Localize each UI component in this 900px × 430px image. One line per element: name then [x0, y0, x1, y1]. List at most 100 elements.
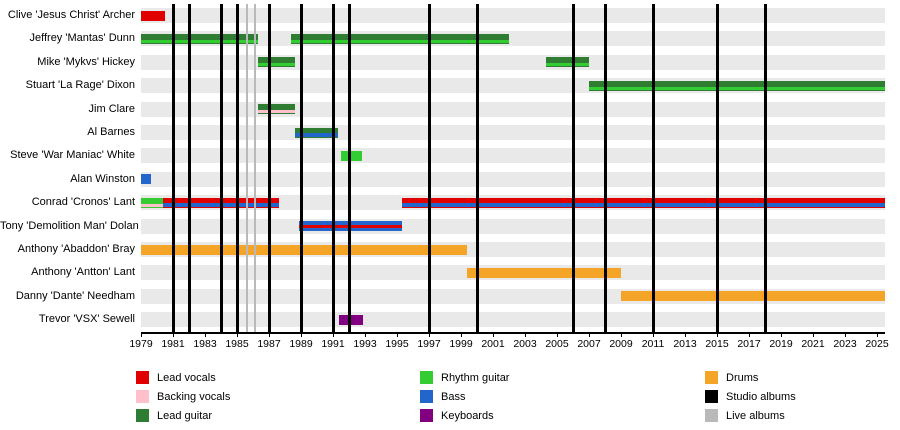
legend-column: Rhythm guitar Bass Keyboards — [420, 368, 509, 425]
studio-album-line — [427, 4, 431, 332]
bar-secondary-role-stripe — [257, 110, 295, 114]
legend-label: Keyboards — [441, 409, 494, 422]
legend-swatch — [420, 409, 433, 422]
axis-tick — [780, 333, 782, 337]
bar-secondary-role-stripe — [141, 39, 258, 43]
member-label: Anthony 'Antton' Lant — [31, 266, 135, 279]
member-label: Tony 'Demolition Man' Dolan — [0, 219, 139, 232]
bar-secondary-role-stripe — [545, 63, 589, 67]
legend-item: Studio albums — [705, 387, 796, 406]
axis-tick-label: 1979 — [129, 337, 153, 350]
axis-tick — [492, 333, 494, 337]
timeline-bar — [141, 10, 165, 21]
row-stripe — [141, 101, 885, 117]
axis-tick-label: 2025 — [865, 337, 889, 350]
timeline-bar — [401, 197, 885, 208]
axis-tick-label: 2001 — [481, 337, 505, 350]
row-stripe — [141, 218, 885, 234]
row-stripe — [141, 125, 885, 140]
studio-album-line — [331, 4, 335, 332]
timeline-bar — [141, 244, 468, 255]
axis-tick-label: 1981 — [161, 337, 185, 350]
axis-tick — [716, 333, 718, 337]
legend: Lead vocals Backing vocals Lead guitar Rhyt… — [0, 368, 900, 428]
bar-secondary-role-stripe — [401, 202, 885, 207]
studio-album-line — [715, 4, 719, 332]
axis-tick-label: 2023 — [833, 337, 857, 350]
legend-label: Rhythm guitar — [441, 371, 510, 384]
bar-secondary-role-stripe — [141, 203, 164, 207]
axis-tick — [332, 333, 334, 337]
legend-label: Lead guitar — [157, 409, 213, 422]
axis-tick — [748, 333, 750, 337]
axis-tick — [524, 333, 526, 337]
studio-album-line — [299, 4, 303, 332]
axis-tick-label: 2003 — [513, 337, 537, 350]
axis-tick — [396, 333, 398, 337]
live-album-line — [253, 4, 256, 332]
timeline-bar — [621, 291, 885, 302]
axis-tick — [588, 333, 590, 337]
legend-item: Drums — [705, 368, 796, 387]
axis-tick — [204, 333, 206, 337]
x-axis-line — [141, 331, 885, 334]
timeline-bar — [589, 80, 885, 91]
timeline-bar — [467, 267, 621, 278]
timeline-bar — [341, 150, 362, 161]
legend-item: Live albums — [705, 406, 796, 425]
studio-album-line — [347, 4, 351, 332]
legend-label: Live albums — [726, 409, 785, 422]
axis-tick — [172, 333, 174, 337]
timeline-bar — [545, 57, 589, 68]
row-stripe — [141, 148, 885, 164]
axis-tick-label: 1999 — [449, 337, 473, 350]
axis-tick-label: 1997 — [417, 337, 441, 350]
axis-tick-label: 2009 — [609, 337, 633, 350]
axis-tick-label: 2015 — [705, 337, 729, 350]
timeline-plot: Clive 'Jesus Christ' Archer Jeffrey 'Mant… — [0, 4, 889, 350]
axis-tick-label: 1989 — [289, 337, 313, 350]
axis-tick — [364, 333, 366, 337]
axis-tick-label: 2017 — [737, 337, 761, 350]
axis-tick — [460, 333, 462, 337]
studio-album-line — [267, 4, 271, 332]
axis-tick-label: 2007 — [577, 337, 601, 350]
legend-swatch — [136, 371, 149, 384]
timeline-bar — [141, 197, 164, 208]
axis-tick — [812, 333, 814, 337]
studio-album-line — [651, 4, 655, 332]
axis-tick — [140, 333, 142, 337]
legend-swatch — [705, 371, 718, 384]
legend-label: Bass — [441, 390, 466, 403]
row-stripe — [141, 8, 885, 23]
legend-label: Lead vocals — [157, 371, 216, 384]
axis-tick — [652, 333, 654, 337]
axis-tick-label: 1993 — [353, 337, 377, 350]
member-label: Conrad 'Cronos' Lant — [31, 196, 135, 209]
member-label: Steve 'War Maniac' White — [10, 149, 135, 162]
member-label: Al Barnes — [87, 126, 135, 138]
member-label: Mike 'Mykvs' Hickey — [37, 55, 135, 68]
legend-label: Backing vocals — [157, 390, 231, 403]
axis-tick-label: 1991 — [321, 337, 345, 350]
legend-column: Lead vocals Backing vocals Lead guitar — [136, 368, 230, 425]
timeline-bar — [141, 174, 151, 185]
timeline-bar — [257, 104, 295, 115]
legend-swatch — [420, 371, 433, 384]
axis-tick-label: 2021 — [801, 337, 825, 350]
axis-tick — [556, 333, 558, 337]
legend-item: Rhythm guitar — [420, 368, 509, 387]
axis-tick-label: 2011 — [641, 337, 665, 350]
legend-swatch — [420, 390, 433, 403]
member-label: Anthony 'Abaddon' Bray — [17, 243, 135, 255]
axis-tick-label: 1987 — [257, 337, 281, 350]
member-label: Danny 'Dante' Needham — [15, 289, 135, 302]
axis-tick-label: 1995 — [385, 337, 409, 350]
legend-swatch — [136, 390, 149, 403]
legend-label: Studio albums — [726, 390, 796, 403]
legend-swatch — [705, 409, 718, 422]
legend-swatch — [136, 409, 149, 422]
row-stripe — [141, 312, 885, 328]
live-album-line — [245, 4, 248, 332]
member-label: Jim Clare — [88, 102, 135, 115]
